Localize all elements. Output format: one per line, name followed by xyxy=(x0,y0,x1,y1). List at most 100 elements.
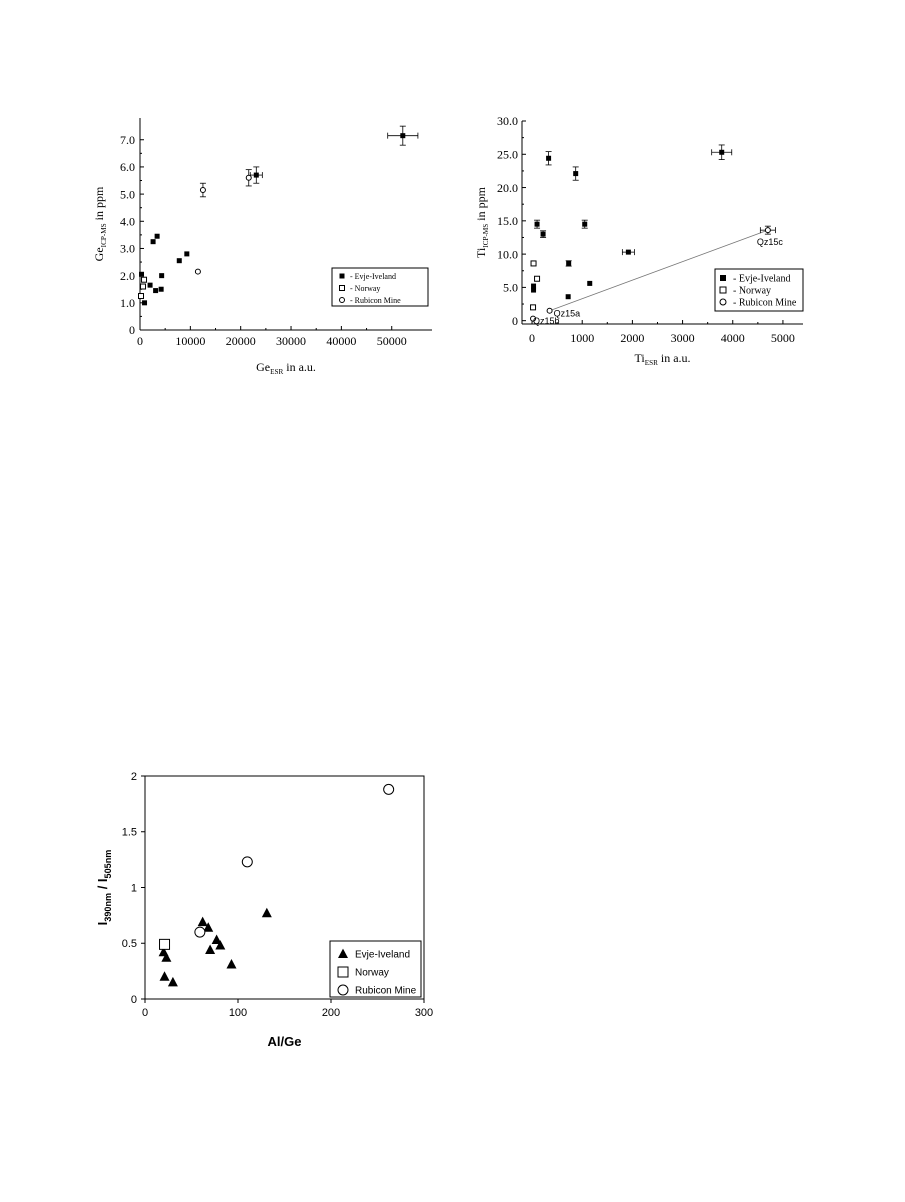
data-point xyxy=(138,293,145,300)
y-tick-label: 5.0 xyxy=(503,281,518,295)
legend-marker xyxy=(339,297,345,303)
data-point xyxy=(184,251,190,257)
data-point xyxy=(199,187,206,194)
data-point xyxy=(141,276,148,283)
y-axis-title: I390nm / I505nm xyxy=(95,850,113,926)
legend-marker xyxy=(337,966,349,978)
data-point xyxy=(566,260,572,266)
x-axis-title: GeESR in a.u. xyxy=(256,360,316,376)
trend-line xyxy=(549,229,769,312)
data-point xyxy=(625,249,631,255)
data-point xyxy=(176,258,182,264)
data-point xyxy=(245,174,252,181)
legend-marker xyxy=(339,273,345,279)
data-point xyxy=(719,149,725,155)
y-tick-label: 0 xyxy=(129,323,135,337)
data-point xyxy=(159,938,171,950)
y-tick-label: 10.0 xyxy=(497,247,518,261)
x-tick-label: 40000 xyxy=(326,334,356,348)
data-point xyxy=(565,294,571,300)
data-point xyxy=(531,287,537,293)
y-tick-label: 20.0 xyxy=(497,181,518,195)
data-point xyxy=(400,133,406,139)
legend-label: - Rubicon Mine xyxy=(733,298,797,309)
legend-marker xyxy=(720,275,726,281)
data-point xyxy=(534,221,540,227)
data-point xyxy=(530,260,537,267)
x-tick-label: 200 xyxy=(322,1007,340,1019)
y-tick-label: 1.0 xyxy=(120,296,135,310)
y-tick-label: 0 xyxy=(512,314,518,328)
data-point xyxy=(211,934,222,944)
x-tick-label: 2000 xyxy=(620,331,644,345)
legend-marker xyxy=(719,286,727,294)
y-tick-label: 2 xyxy=(131,771,137,783)
data-point xyxy=(142,300,148,306)
legend-box xyxy=(331,267,429,307)
data-point xyxy=(194,268,201,275)
x-tick-label: 30000 xyxy=(276,334,306,348)
data-point xyxy=(153,288,159,294)
y-tick-label: 0 xyxy=(131,994,137,1006)
y-tick-label: 5.0 xyxy=(120,187,135,201)
data-point xyxy=(546,307,553,314)
x-tick-label: 4000 xyxy=(721,331,745,345)
legend-marker xyxy=(337,984,349,996)
data-point xyxy=(383,783,395,795)
legend-label: Rubicon Mine xyxy=(355,986,417,997)
legend-label: Norway xyxy=(355,968,389,979)
legend-label: Evje-Iveland xyxy=(355,950,410,961)
x-tick-label: 20000 xyxy=(226,334,256,348)
data-point xyxy=(150,239,156,245)
x-tick-label: 5000 xyxy=(771,331,795,345)
x-tick-label: 50000 xyxy=(377,334,407,348)
legend-label: - Evje-Iveland xyxy=(350,272,396,281)
data-point xyxy=(540,231,546,237)
y-tick-label: 15.0 xyxy=(497,214,518,228)
data-point xyxy=(197,916,208,927)
x-axis-title: Al/Ge xyxy=(268,1034,302,1049)
legend-label: - Evje-Iveland xyxy=(733,274,790,285)
legend-marker xyxy=(339,285,345,291)
y-axis-title: TiICP-MS in ppm xyxy=(474,186,490,258)
data-point xyxy=(159,971,170,981)
data-point xyxy=(147,282,153,288)
data-point xyxy=(582,221,588,227)
data-point xyxy=(241,856,253,868)
data-point xyxy=(194,926,206,938)
data-point xyxy=(226,959,237,969)
chart-intensity-ratio-vs-al-ge: 0 100 200 300 0 0.5 1 1.5 2 Evje-Iveland Norway Rub… xyxy=(95,771,433,1049)
y-tick-label: 0.5 xyxy=(122,938,137,950)
data-point xyxy=(205,944,216,954)
data-point xyxy=(140,283,147,290)
y-tick-label: 4.0 xyxy=(120,214,135,228)
y-tick-label: 25.0 xyxy=(497,147,518,161)
x-tick-label: 0 xyxy=(137,334,143,348)
data-point xyxy=(161,952,172,962)
y-axis-title: GeICP-MS in ppm xyxy=(92,186,108,261)
y-tick-label: 1.5 xyxy=(122,827,137,839)
x-tick-label: 0 xyxy=(142,1007,148,1019)
x-tick-label: 10000 xyxy=(175,334,205,348)
legend-marker xyxy=(338,948,348,959)
data-point xyxy=(587,280,593,286)
data-point xyxy=(203,922,214,932)
data-point xyxy=(546,155,552,161)
legend-marker xyxy=(719,298,727,306)
x-tick-label: 1000 xyxy=(570,331,594,345)
y-tick-label: 3.0 xyxy=(120,242,135,256)
data-point xyxy=(573,171,579,177)
point-annotation: Qz15b xyxy=(533,316,560,326)
data-point xyxy=(215,940,226,950)
data-point xyxy=(261,907,272,918)
data-point xyxy=(531,283,537,289)
data-point xyxy=(158,286,164,292)
legend-label: - Rubicon Mine xyxy=(350,296,401,305)
data-point xyxy=(530,315,537,322)
legend-label: - Norway xyxy=(350,284,380,293)
data-point xyxy=(139,271,145,277)
y-tick-label: 2.0 xyxy=(120,269,135,283)
point-annotation: Qz15a xyxy=(554,309,581,319)
data-point xyxy=(154,233,160,239)
